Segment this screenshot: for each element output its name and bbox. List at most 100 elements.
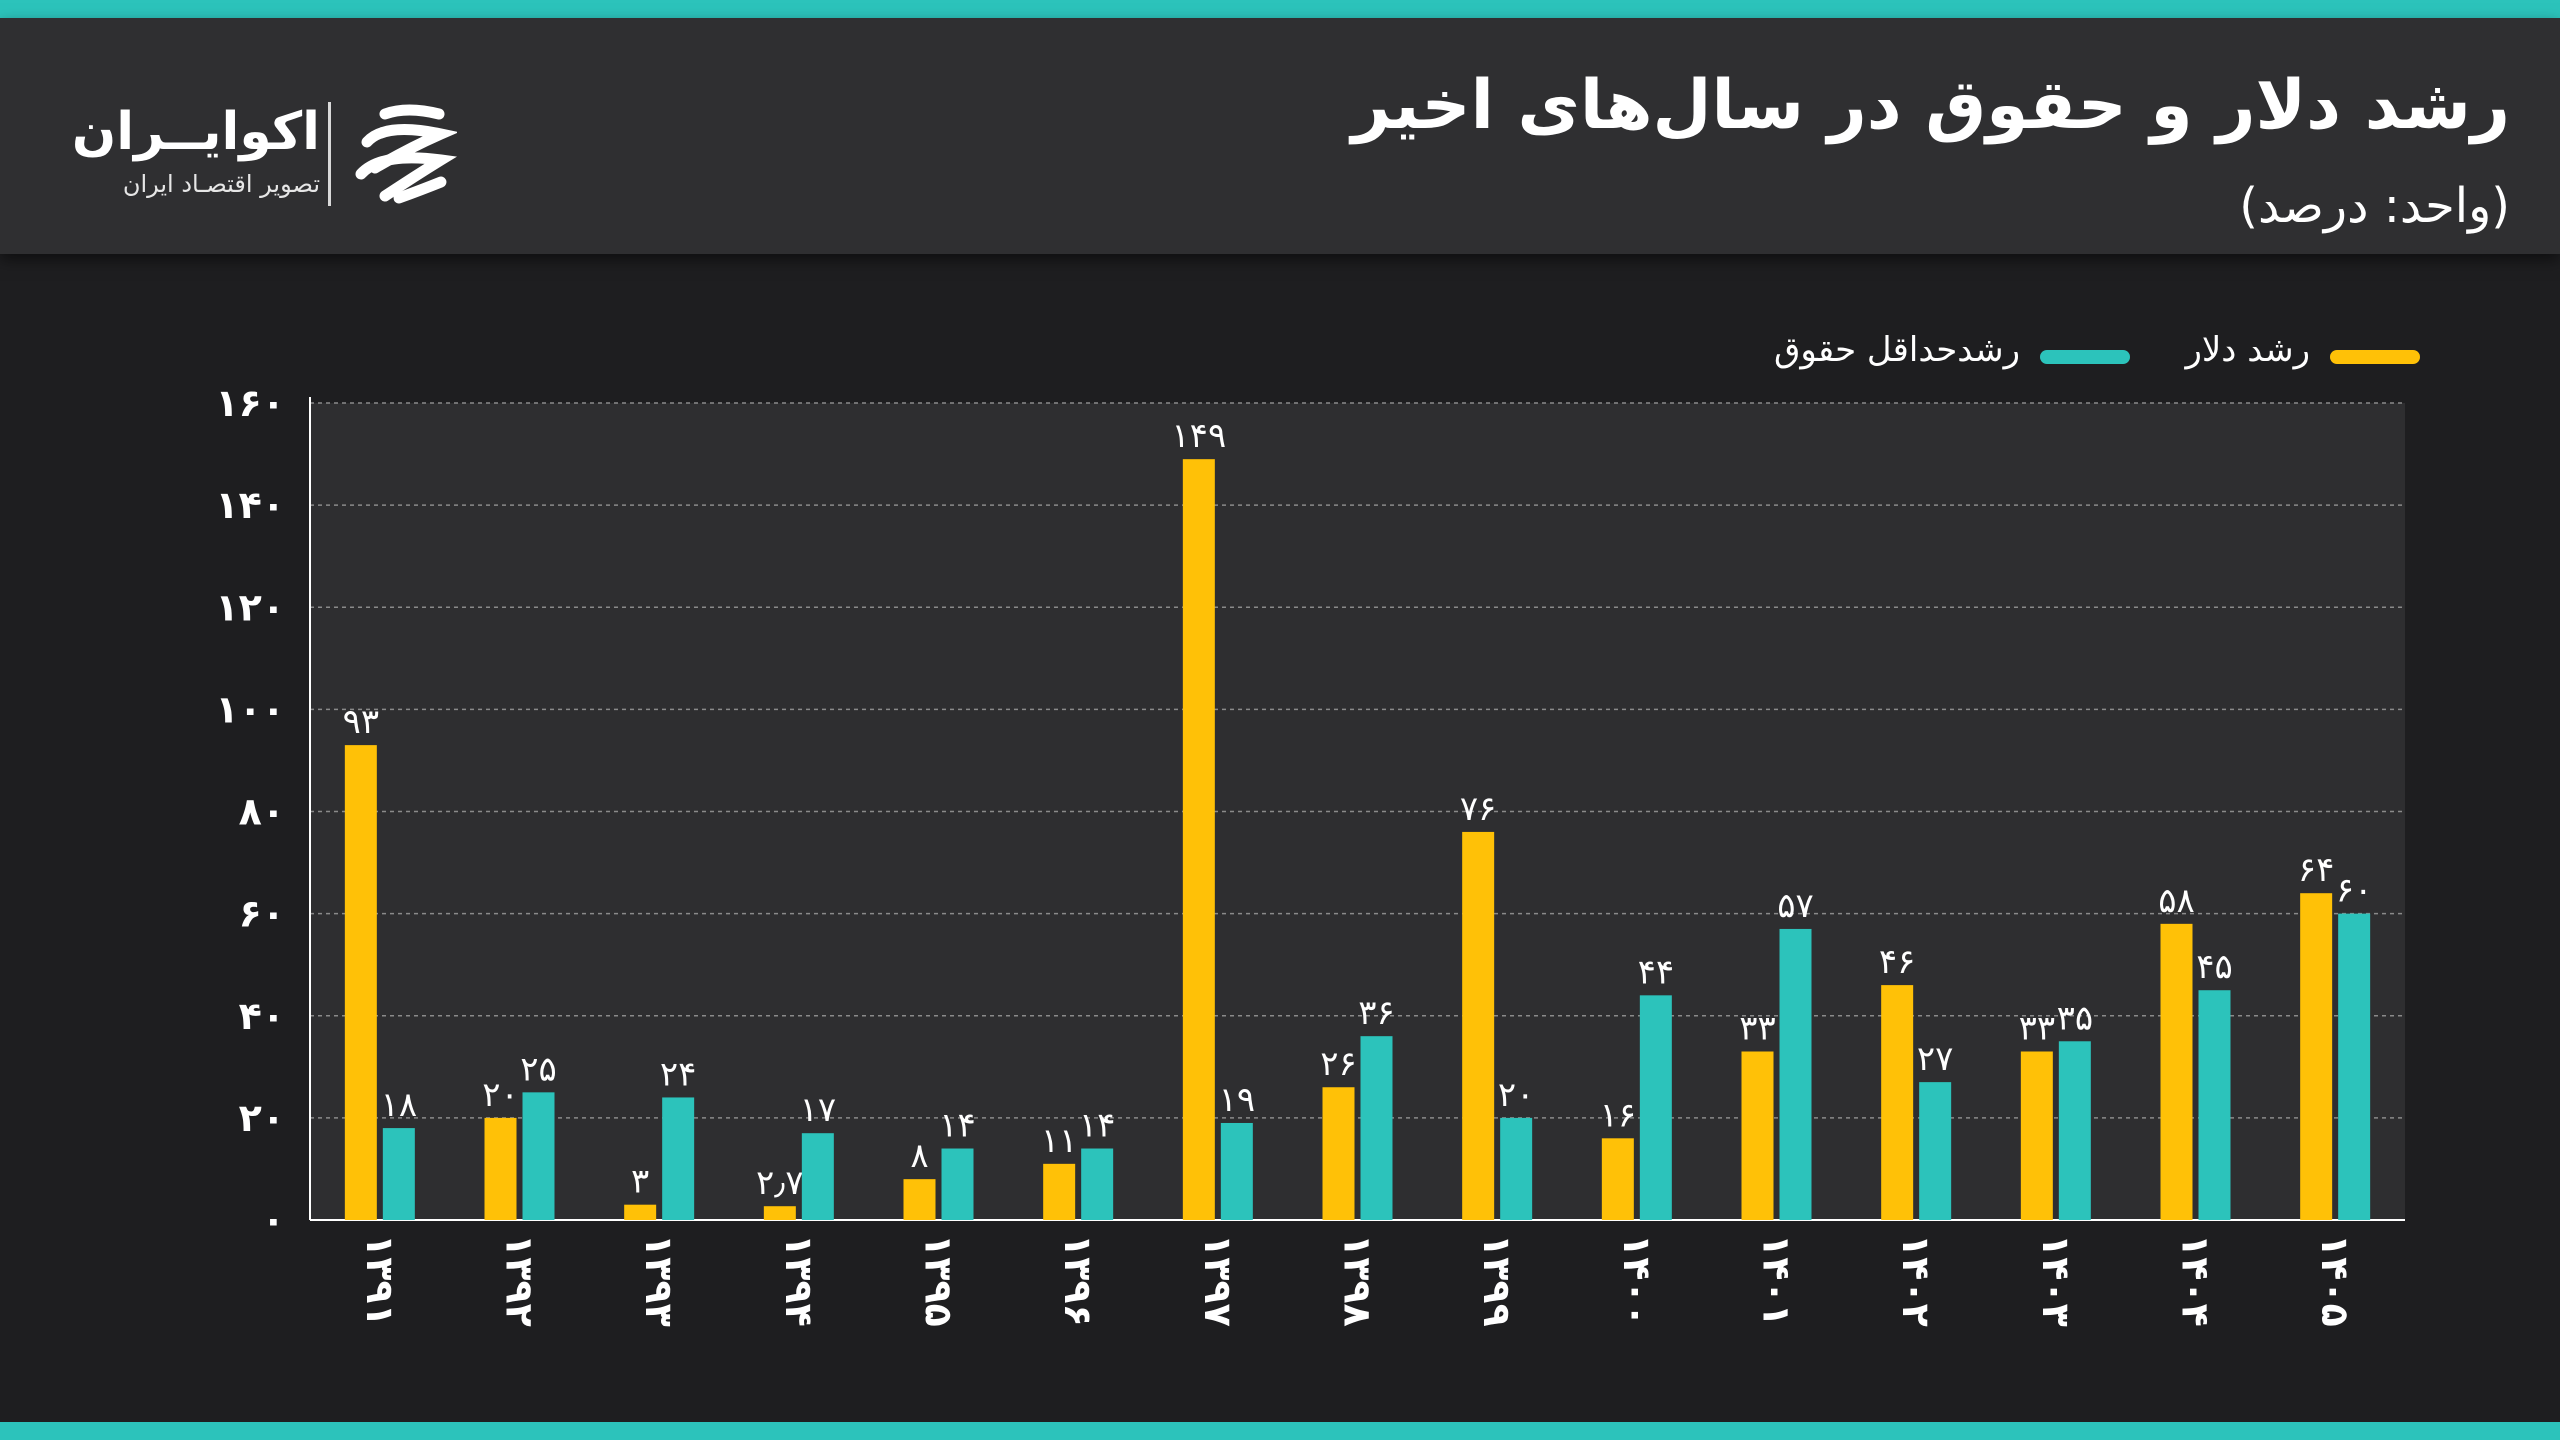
y-tick-label: ۱۶۰: [215, 381, 285, 425]
data-label-dollar: ۱۴۹: [1171, 416, 1226, 456]
bar-wage: [1360, 1036, 1393, 1220]
data-label-dollar: ۴۶: [1879, 942, 1916, 982]
data-label-dollar: ۱۶: [1600, 1095, 1637, 1135]
y-tick-label: ۱۲۰: [215, 585, 285, 629]
data-label-dollar: ۲۶: [1320, 1044, 1357, 1084]
data-label-dollar: ۸: [910, 1136, 928, 1176]
bar-wage: [801, 1133, 834, 1220]
bottom-accent-stripe: [0, 1422, 2560, 1440]
data-label-dollar: ۹۳: [343, 702, 380, 742]
y-tick-label: ۶۰: [239, 892, 285, 936]
data-label-wage: ۵۷: [1777, 886, 1814, 926]
bar-dollar: [1322, 1087, 1355, 1220]
legend-label-dollar: رشد دلار: [2185, 330, 2310, 370]
bar-dollar: [2160, 923, 2193, 1220]
legend-item-dollar: رشد دلار: [2160, 330, 2420, 380]
data-label-wage: ۱۹: [1219, 1080, 1256, 1120]
data-label-wage: ۲۷: [1917, 1039, 1954, 1079]
data-label-dollar: ۵۸: [2158, 881, 2195, 921]
bar-wage: [1779, 928, 1812, 1220]
data-label-dollar: ۳۳: [1739, 1008, 1776, 1048]
bar-dollar: [1881, 985, 1914, 1220]
x-tick-label: ۱۳۹۲: [498, 1234, 542, 1327]
bar-wage: [522, 1092, 555, 1220]
data-label-wage: ۳۶: [1358, 993, 1395, 1033]
data-label-dollar: ۱۱: [1041, 1121, 1078, 1161]
data-label-wage: ۲۰: [1498, 1075, 1535, 1115]
x-tick-label: ۱۴۰۲: [1894, 1234, 1938, 1327]
data-label-wage: ۴۴: [1638, 952, 1675, 992]
chart-title: رشد دلار و حقوق در سال‌های اخیر: [1351, 66, 2511, 145]
bar-wage: [1500, 1117, 1533, 1220]
bar-dollar: [1601, 1138, 1634, 1220]
bar-wage: [1081, 1148, 1114, 1220]
bar-dollar: [903, 1179, 936, 1220]
data-label-wage: ۶۰: [2336, 871, 2373, 911]
x-tick-label: ۱۴۰۵: [2313, 1234, 2357, 1327]
bar-wage: [941, 1148, 974, 1220]
x-tick-label: ۱۳۹۸: [1336, 1234, 1380, 1327]
bar-dollar: [344, 745, 377, 1220]
x-tick-label: ۱۳۹۴: [777, 1234, 821, 1327]
chart-subtitle: (واحد: درصد): [2239, 178, 2510, 234]
bar-dollar: [1741, 1051, 1774, 1220]
data-label-wage: ۴۵: [2196, 947, 2233, 987]
data-label-dollar: ۳: [631, 1162, 649, 1202]
x-tick-label: ۱۴۰۱: [1755, 1234, 1799, 1327]
data-label-wage: ۲۴: [660, 1054, 697, 1094]
data-label-wage: ۱۴: [939, 1106, 976, 1146]
data-label-wage: ۱۸: [381, 1085, 418, 1125]
data-label-dollar: ۲٫۷: [756, 1163, 804, 1203]
x-tick-label: ۱۴۰۴: [2174, 1234, 2218, 1327]
bar-dollar: [624, 1204, 657, 1220]
brand-tagline: تصویر اقتصـاد ایران: [122, 170, 320, 198]
y-tick-label: ۴۰: [239, 994, 285, 1038]
bar-dollar: [2300, 893, 2333, 1220]
brand-name: اکوایــران: [71, 102, 320, 162]
bar-wage: [1220, 1122, 1253, 1220]
legend-item-wage: رشدحداقل حقوق: [1700, 330, 2130, 380]
bar-dollar: [1182, 459, 1215, 1220]
bar-dollar: [484, 1117, 517, 1220]
data-label-wage: ۲۵: [520, 1049, 557, 1089]
chart-legend: رشد دلار رشدحداقل حقوق: [1700, 330, 2420, 380]
data-label-dollar: ۲۰: [482, 1075, 519, 1115]
x-tick-label: ۱۴۰۳: [2034, 1234, 2078, 1327]
data-label-dollar: ۳۳: [2019, 1008, 2056, 1048]
bar-wage: [382, 1128, 415, 1220]
data-label-dollar: ۶۴: [2298, 850, 2335, 890]
legend-swatch-wage: [2040, 350, 2130, 364]
y-tick-label: ۰: [262, 1198, 285, 1242]
x-tick-label: ۱۳۹۹: [1475, 1234, 1519, 1327]
data-label-dollar: ۷۶: [1460, 789, 1497, 829]
data-label-wage: ۱۷: [800, 1090, 837, 1130]
bar-dollar: [1462, 831, 1495, 1220]
y-tick-label: ۱۴۰: [215, 483, 285, 527]
legend-label-wage: رشدحداقل حقوق: [1773, 330, 2020, 370]
bar-wage: [2198, 990, 2231, 1220]
x-tick-label: ۱۳۹۶: [1056, 1234, 1100, 1327]
bar-dollar: [2020, 1051, 2053, 1220]
bar-wage: [1639, 995, 1672, 1220]
x-tick-label: ۱۳۹۳: [637, 1234, 681, 1327]
y-tick-label: ۸۰: [239, 790, 285, 834]
bar-dollar: [763, 1206, 796, 1220]
header-bar: رشد دلار و حقوق در سال‌های اخیر (واحد: د…: [0, 18, 2560, 254]
brand-divider: [328, 102, 331, 206]
bar-wage: [2058, 1041, 2091, 1220]
bar-wage: [2338, 913, 2371, 1220]
bar-wage: [1919, 1082, 1952, 1220]
x-tick-label: ۱۳۹۷: [1196, 1234, 1240, 1327]
data-label-wage: ۱۴: [1079, 1106, 1116, 1146]
legend-swatch-dollar: [2330, 350, 2420, 364]
x-tick-label: ۱۴۰۰: [1615, 1234, 1659, 1327]
bar-dollar: [1043, 1163, 1076, 1220]
bar-wage: [662, 1097, 695, 1220]
ecoiran-logo-icon: [355, 104, 457, 204]
x-tick-label: ۱۳۹۵: [917, 1234, 961, 1327]
x-tick-label: ۱۳۹۱: [358, 1234, 402, 1327]
top-accent-stripe: [0, 0, 2560, 18]
y-tick-label: ۱۰۰: [215, 687, 285, 731]
y-tick-label: ۲۰: [239, 1096, 285, 1140]
